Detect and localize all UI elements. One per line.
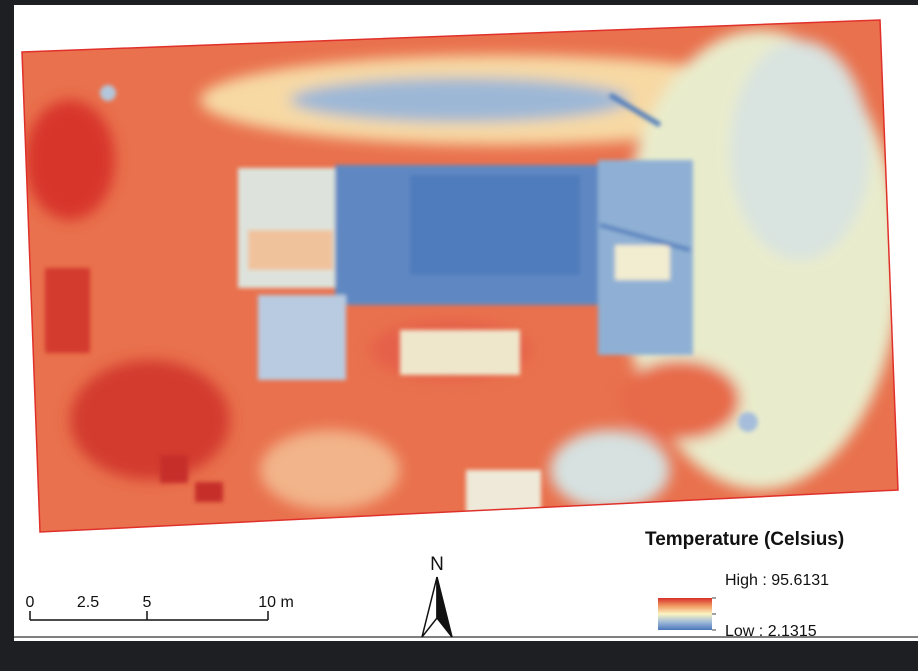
north-label: N	[430, 554, 444, 575]
legend-high: High : 95.6131	[725, 572, 829, 589]
map-layout: Temperature (Celsius) High : 95.6131 Low…	[0, 0, 918, 671]
scale-label: 10 m	[258, 594, 294, 611]
scale-label: 0	[26, 594, 35, 611]
page: Temperature (Celsius) High : 95.6131 Low…	[0, 0, 918, 671]
scale-label: 2.5	[77, 594, 99, 611]
legend-ramp	[658, 598, 712, 630]
legend-title: Temperature (Celsius)	[645, 529, 844, 550]
legend-low: Low : 2.1315	[725, 623, 817, 640]
scale-label: 5	[143, 594, 152, 611]
thermal-raster	[0, 0, 918, 560]
